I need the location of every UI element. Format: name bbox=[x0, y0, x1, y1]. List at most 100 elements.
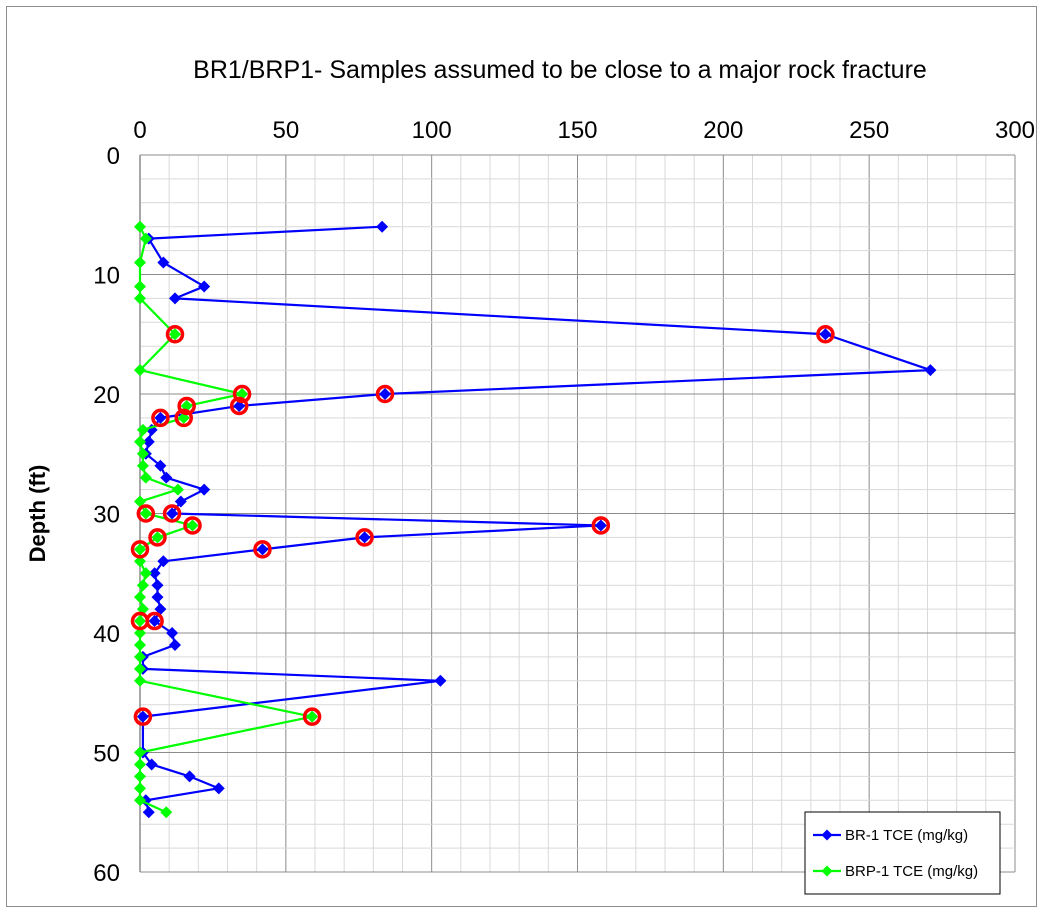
data-point bbox=[169, 638, 181, 651]
data-point bbox=[134, 758, 146, 771]
data-point bbox=[134, 555, 146, 568]
y-axis-tick-labels: 0 10 20 30 40 50 60 bbox=[93, 143, 120, 887]
highlight-ring bbox=[355, 528, 374, 547]
chart-frame bbox=[6, 6, 1037, 907]
data-series bbox=[134, 220, 937, 819]
legend-swatch-marker bbox=[821, 865, 833, 877]
data-point bbox=[142, 806, 155, 819]
data-point bbox=[154, 603, 167, 616]
x-tick-label: 300 bbox=[995, 117, 1035, 144]
data-point bbox=[169, 328, 181, 341]
data-point bbox=[166, 507, 179, 520]
data-point bbox=[142, 435, 155, 448]
data-point bbox=[134, 543, 146, 556]
data-point bbox=[134, 256, 146, 269]
data-point bbox=[154, 459, 167, 472]
data-point bbox=[198, 483, 211, 496]
highlight-ring bbox=[253, 540, 272, 559]
highlight-ring bbox=[130, 540, 150, 559]
y-tick-label: 60 bbox=[93, 860, 120, 887]
highlight-ring bbox=[148, 528, 167, 547]
data-point bbox=[157, 555, 170, 568]
data-point bbox=[151, 579, 164, 592]
highlight-ring bbox=[183, 516, 202, 535]
data-point bbox=[136, 459, 149, 472]
data-point bbox=[134, 292, 146, 305]
data-point bbox=[157, 256, 170, 269]
y-tick-label: 20 bbox=[93, 382, 120, 409]
highlight-ring bbox=[133, 707, 153, 726]
data-point bbox=[139, 471, 152, 484]
y-tick-label: 10 bbox=[93, 263, 120, 290]
data-point bbox=[183, 770, 196, 783]
highlight-ring bbox=[375, 384, 395, 404]
x-axis-tick-labels: 0 50 100 150 200 250 300 bbox=[133, 117, 1035, 144]
legend-item: BRP-1 TCE (mg/kg) bbox=[813, 863, 978, 880]
data-point bbox=[134, 674, 146, 687]
data-point bbox=[139, 567, 152, 580]
data-point bbox=[819, 328, 832, 341]
legend-item: BR-1 TCE (mg/kg) bbox=[813, 827, 968, 844]
data-point bbox=[212, 782, 225, 795]
data-point bbox=[376, 220, 389, 233]
data-point bbox=[160, 806, 173, 819]
data-point bbox=[379, 388, 391, 400]
data-point bbox=[134, 280, 146, 293]
highlight-ring bbox=[177, 396, 196, 416]
data-point bbox=[136, 579, 149, 592]
legend: BR-1 TCE (mg/kg) BRP-1 TCE (mg/kg) bbox=[804, 811, 1001, 895]
data-point bbox=[136, 423, 149, 436]
data-point bbox=[134, 770, 146, 783]
y-tick-label: 40 bbox=[93, 621, 120, 648]
y-tick-label: 30 bbox=[93, 502, 120, 529]
data-point bbox=[134, 638, 146, 651]
highlight-ring bbox=[136, 504, 156, 523]
data-point bbox=[139, 507, 152, 520]
data-point bbox=[160, 471, 173, 484]
data-point bbox=[134, 627, 146, 639]
y-axis-label: Depth (ft) bbox=[25, 465, 50, 563]
data-point bbox=[136, 710, 149, 723]
data-point bbox=[166, 627, 179, 639]
highlight-ring bbox=[165, 325, 185, 344]
highlight-ring bbox=[302, 707, 322, 726]
highlight-ring bbox=[162, 504, 182, 523]
data-point bbox=[134, 364, 146, 377]
data-point bbox=[924, 364, 937, 377]
data-point bbox=[136, 447, 149, 460]
data-point bbox=[139, 232, 152, 245]
highlight-ring bbox=[145, 611, 164, 631]
x-tick-label: 250 bbox=[849, 117, 889, 144]
data-point bbox=[134, 495, 146, 508]
highlight-ring bbox=[229, 396, 249, 416]
data-point bbox=[169, 292, 181, 305]
data-point bbox=[171, 483, 184, 496]
y-tick-label: 0 bbox=[107, 143, 120, 170]
highlight-ring bbox=[151, 408, 170, 428]
data-point bbox=[198, 280, 211, 293]
data-point bbox=[134, 746, 146, 759]
data-point bbox=[145, 758, 158, 771]
highlight-ring bbox=[174, 408, 193, 428]
data-point bbox=[151, 531, 164, 544]
data-point bbox=[134, 591, 146, 604]
y-tick-label: 50 bbox=[93, 741, 120, 768]
data-point bbox=[134, 615, 146, 628]
legend-box bbox=[804, 811, 1001, 895]
x-tick-label: 200 bbox=[703, 117, 743, 144]
data-point bbox=[151, 591, 164, 604]
series-line bbox=[141, 225, 932, 813]
x-tick-label: 0 bbox=[133, 117, 146, 144]
highlight-ring bbox=[232, 384, 252, 404]
data-point bbox=[434, 674, 447, 687]
data-point bbox=[134, 650, 146, 663]
data-point bbox=[186, 519, 199, 532]
highlight-ring bbox=[816, 325, 835, 344]
data-point bbox=[306, 710, 319, 723]
legend-label: BRP-1 TCE (mg/kg) bbox=[845, 863, 978, 880]
highlight-ring bbox=[591, 516, 611, 535]
data-point bbox=[358, 531, 371, 544]
data-point bbox=[134, 220, 146, 233]
data-point bbox=[174, 495, 187, 508]
